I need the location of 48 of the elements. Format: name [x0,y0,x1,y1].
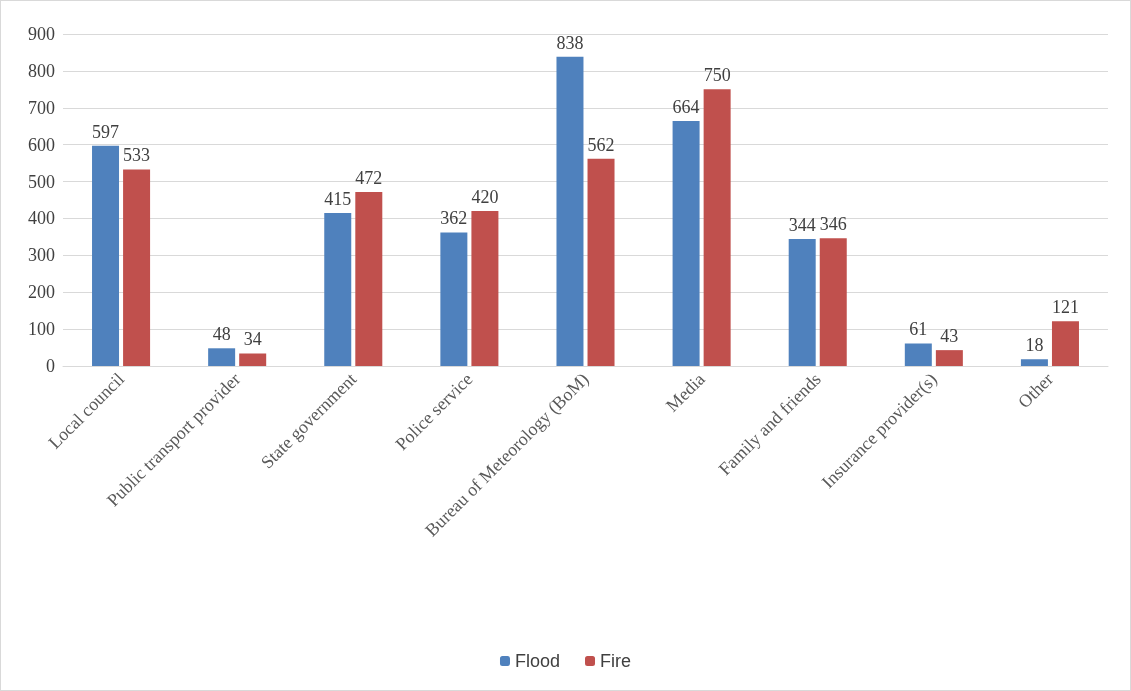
bar [440,232,468,366]
data-label: 61 [909,319,928,340]
y-tick-label: 0 [46,356,55,376]
y-tick-label: 400 [28,208,55,229]
y-tick-label: 600 [28,134,55,155]
data-label: 48 [212,324,231,345]
data-label: 750 [703,65,731,86]
data-label: 420 [471,187,499,208]
bar [239,353,267,366]
bar [355,191,383,366]
bar [703,89,731,366]
y-tick-label: 900 [28,24,55,44]
bar [324,212,352,366]
data-label: 34 [243,329,262,350]
legend-label: Flood [514,651,561,671]
bar [123,169,151,366]
data-label: 346 [819,214,847,235]
data-label: 838 [556,32,584,53]
data-label: 18 [1025,335,1044,356]
bar [904,343,932,366]
y-tick-label: 300 [28,245,55,266]
y-tick-label: 700 [28,97,55,118]
bar [1051,321,1079,366]
y-tick-label: 200 [28,282,55,303]
bar [1020,359,1048,366]
legend-label: Fire [600,651,632,671]
y-tick-label: 500 [28,171,55,192]
bar [587,158,615,366]
data-label: 533 [123,145,151,166]
bar [672,121,700,366]
data-label: 362 [440,208,468,229]
bar [556,56,584,366]
bar [819,238,847,366]
data-label: 664 [672,97,700,118]
data-label: 597 [92,121,120,142]
data-label: 344 [788,215,816,236]
bar [92,145,120,366]
bar [788,239,816,366]
bar [935,350,963,366]
data-label: 472 [355,167,383,188]
bar [471,211,499,366]
data-label: 562 [587,134,615,155]
y-tick-label: 100 [28,319,55,340]
data-label: 415 [324,188,352,209]
data-label: 121 [1051,297,1079,318]
y-tick-label: 800 [28,60,55,81]
bar [208,348,236,366]
data-label: 43 [940,326,959,347]
